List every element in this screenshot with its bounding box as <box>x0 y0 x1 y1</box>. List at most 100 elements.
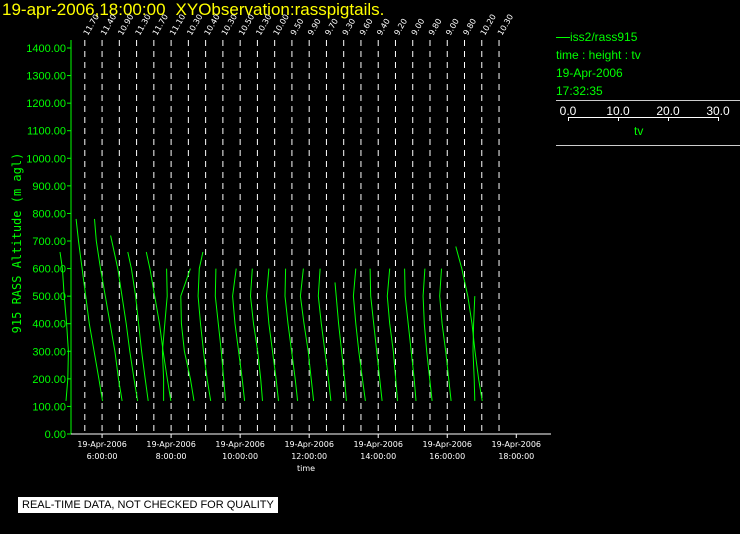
profile-label: 9.40 <box>375 17 392 37</box>
legend-time: 17:32:35 <box>556 84 603 98</box>
legend-date: 19-Apr-2006 <box>556 66 623 80</box>
x-tick-time: 18:00:00 <box>498 452 534 461</box>
profile-line <box>75 218 103 401</box>
profile-line <box>265 268 279 401</box>
y-tick-label: 700.00 <box>32 236 66 248</box>
x-tick-date: 19-Apr-2006 <box>77 440 126 449</box>
y-tick-label: 0.00 <box>45 429 66 441</box>
tv-scale-label: 0.0 <box>559 104 577 118</box>
y-tick-label: 200.00 <box>32 374 66 386</box>
profile-label: 9.20 <box>392 17 409 37</box>
profile-label: 9.90 <box>306 17 323 37</box>
profile-line <box>161 268 168 401</box>
window-title: 19-apr-2006,18:00:00 XYObservation:rasspi… <box>2 0 384 20</box>
y-tick-label: 300.00 <box>32 346 66 358</box>
profile-line <box>249 268 263 401</box>
profile-label: 9.70 <box>323 17 340 37</box>
x-tick-date: 19-Apr-2006 <box>284 440 333 449</box>
profile-label: 10.30 <box>220 13 239 37</box>
profile-line <box>94 218 123 401</box>
x-tick-date: 19-Apr-2006 <box>423 440 472 449</box>
profile-line <box>472 296 476 401</box>
profile-line <box>180 268 195 401</box>
profile-line <box>127 251 149 401</box>
tv-scale-label: 20.0 <box>656 104 680 118</box>
y-tick-label: 1100.00 <box>27 126 66 138</box>
profile-line <box>455 246 483 401</box>
profile-line <box>369 268 383 401</box>
legend-line-sample <box>556 37 570 39</box>
x-axis-title: time <box>297 464 315 473</box>
profile-line <box>197 251 212 401</box>
tv-scale-tick <box>668 117 669 121</box>
legend-series: iss2/rass915 <box>556 28 740 46</box>
x-tick-time: 14:00:00 <box>360 452 396 461</box>
y-tick-label: 600.00 <box>32 264 66 276</box>
profile-label: 10.00 <box>272 13 291 37</box>
profile-label: 9.80 <box>427 17 444 37</box>
profile-line <box>334 282 347 401</box>
tv-scale-name: tv <box>634 124 644 138</box>
legend-divider-top <box>556 100 740 101</box>
profile-label: 11.40 <box>99 13 118 37</box>
profile-label: 9.30 <box>341 17 358 37</box>
x-tick-date: 19-Apr-2006 <box>353 440 402 449</box>
profile-labels: 11.7011.4010.9011.3011.7011.1010.3010.40… <box>82 13 515 37</box>
profile-label: 9.80 <box>461 17 478 37</box>
title-observation: XYObservation:rasspigtails. <box>175 0 385 19</box>
y-axis-title: 915 RASS Altitude (m agl) <box>10 153 24 334</box>
x-tick-time: 16:00:00 <box>429 452 465 461</box>
y-tick-label: 1000.00 <box>26 153 66 165</box>
x-axis-ticks: 19-Apr-2006 6:00:00 19-Apr-2006 8:00:00 19-A… <box>77 434 541 461</box>
tv-scale-tick <box>718 117 719 121</box>
profile-label: 9.00 <box>444 17 461 37</box>
quality-disclaimer: REAL-TIME DATA, NOT CHECKED FOR QUALITY <box>18 497 278 513</box>
legend-divider-bottom <box>556 145 740 146</box>
profile-label: 9.00 <box>410 17 427 37</box>
y-tick-label: 100.00 <box>32 401 66 413</box>
y-tick-label: 1200.00 <box>26 98 66 110</box>
x-tick-time: 12:00:00 <box>291 452 327 461</box>
tv-scale-bar <box>568 117 718 118</box>
profile-label: 10.90 <box>116 13 135 37</box>
profile-label: 9.50 <box>289 17 306 37</box>
profile-line <box>232 268 246 401</box>
y-tick-label: 1300.00 <box>26 71 66 83</box>
profile-label: 9.60 <box>358 17 375 37</box>
tv-scale: 0.0 10.0 20.0 30.0 tv <box>556 104 740 145</box>
profile-lines <box>59 218 483 401</box>
legend-panel: iss2/rass915 time : height : tv 19-Apr-2… <box>556 28 740 146</box>
x-tick-time: 8:00:00 <box>156 452 187 461</box>
profile-line <box>299 268 315 401</box>
profile-label: 10.30 <box>254 13 273 37</box>
title-datetime: 19-apr-2006,18:00:00 <box>2 0 166 19</box>
profile-line <box>317 268 332 401</box>
profile-line <box>110 235 139 401</box>
profile-label: 10.40 <box>203 13 222 37</box>
profile-line <box>284 268 299 401</box>
profile-line <box>386 268 398 401</box>
profile-label: 11.10 <box>168 13 187 37</box>
profile-line <box>422 268 433 401</box>
profile-label: 11.70 <box>82 13 101 37</box>
y-axis-title-group: 915 RASS Altitude (m agl) <box>10 153 24 334</box>
x-tick-time: 6:00:00 <box>87 452 118 461</box>
tv-scale-label: 10.0 <box>606 104 630 118</box>
profile-line <box>404 268 417 401</box>
y-tick-label: 1400.00 <box>26 43 66 55</box>
profile-line <box>214 268 226 401</box>
y-tick-label: 800.00 <box>32 208 66 220</box>
tv-scale-tick <box>618 117 619 121</box>
profile-line <box>145 251 172 401</box>
y-tick-label: 400.00 <box>32 319 66 331</box>
profile-line <box>59 251 69 401</box>
tv-scale-label: 30.0 <box>706 104 730 118</box>
y-tick-label: 500.00 <box>32 291 66 303</box>
x-tick-date: 19-Apr-2006 <box>146 440 195 449</box>
profile-label: 10.20 <box>479 13 498 37</box>
profile-label: 10.50 <box>237 13 256 37</box>
y-tick-label: 900.00 <box>32 181 66 193</box>
x-tick-date: 19-Apr-2006 <box>215 440 264 449</box>
profile-line <box>439 268 452 401</box>
legend-vars: time : height : tv <box>556 48 641 62</box>
